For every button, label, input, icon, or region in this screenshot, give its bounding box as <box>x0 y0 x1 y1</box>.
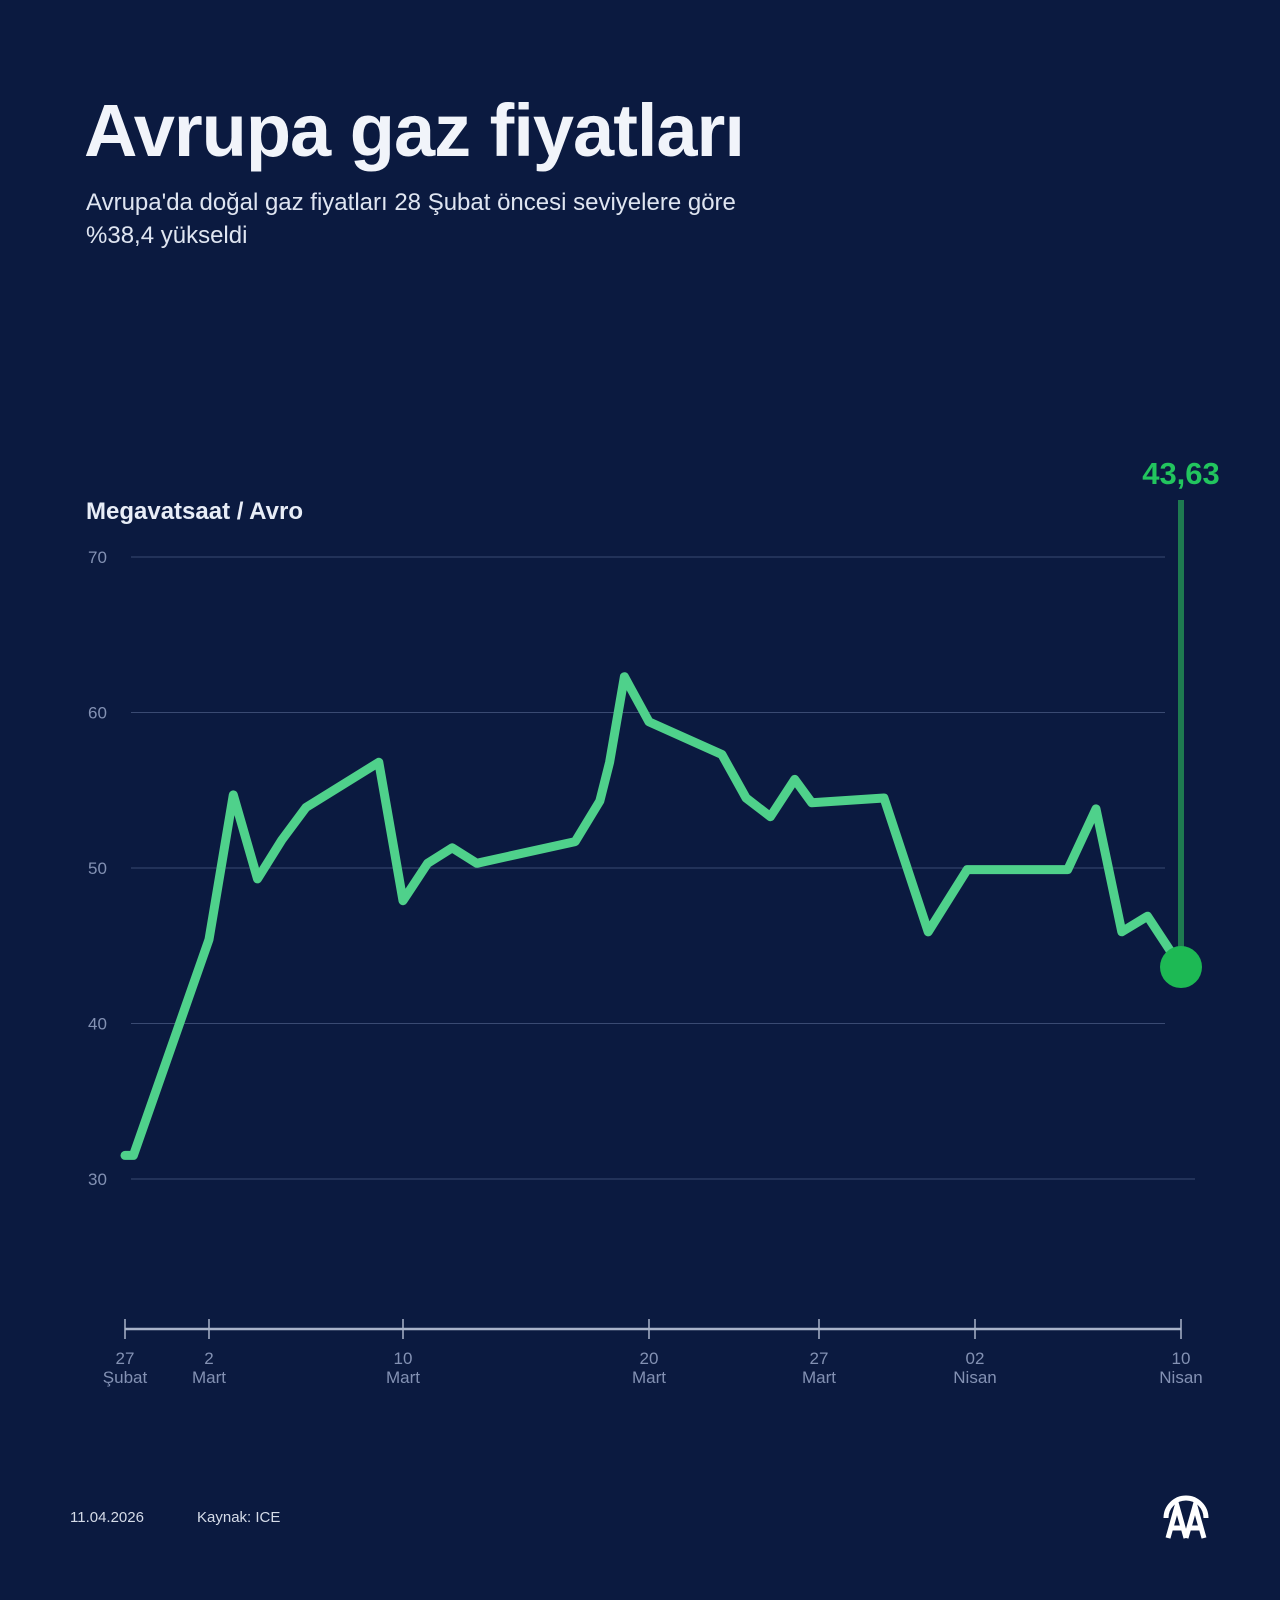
x-tick-label-day: 27 <box>116 1349 135 1368</box>
x-tick-label-month: Nisan <box>1159 1368 1202 1387</box>
x-tick-label-day: 10 <box>1172 1349 1191 1368</box>
x-tick-label-day: 27 <box>810 1349 829 1368</box>
x-tick-label-day: 20 <box>640 1349 659 1368</box>
x-tick-label-month: Şubat <box>103 1368 148 1387</box>
x-tick-label-day: 10 <box>394 1349 413 1368</box>
y-tick-label-70: 70 <box>88 548 107 567</box>
subtitle: Avrupa'da doğal gaz fiyatları 28 Şubat ö… <box>86 186 846 252</box>
x-tick-label-day: 2 <box>204 1349 213 1368</box>
x-tick-label-month: Nisan <box>953 1368 996 1387</box>
x-tick-label-month: Mart <box>192 1368 226 1387</box>
aa-logo <box>1160 1488 1212 1545</box>
last-value-label: 43,63 <box>1142 456 1220 491</box>
x-tick-label-day: 02 <box>966 1349 985 1368</box>
footer-source: Kaynak: ICE <box>197 1509 281 1526</box>
y-axis-label: Megavatsaat / Avro <box>86 498 303 525</box>
y-tick-label-40: 40 <box>88 1015 107 1034</box>
last-value-marker <box>1160 946 1202 989</box>
footer-date: 11.04.2026 <box>70 1509 144 1526</box>
x-tick-label-month: Mart <box>632 1368 666 1387</box>
subtitle-line-2: %38,4 yükseldi <box>86 222 248 249</box>
series-line-gas-price <box>120 672 1186 1160</box>
x-tick-label-month: Mart <box>802 1368 836 1387</box>
page-title: Avrupa gaz fiyatları <box>84 89 745 172</box>
y-tick-label-30: 30 <box>88 1170 107 1189</box>
y-tick-label-50: 50 <box>88 859 107 878</box>
y-tick-label-60: 60 <box>88 704 107 723</box>
x-tick-label-month: Mart <box>386 1368 420 1387</box>
subtitle-line-1: Avrupa'da doğal gaz fiyatları 28 Şubat ö… <box>86 189 736 216</box>
